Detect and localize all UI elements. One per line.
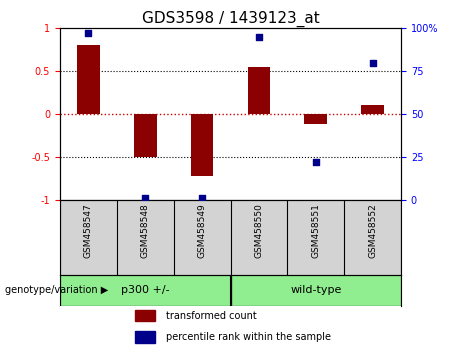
Text: GSM458549: GSM458549 bbox=[198, 204, 207, 258]
Bar bbox=[77, 45, 100, 114]
Point bbox=[255, 34, 263, 40]
Point bbox=[198, 195, 206, 201]
Text: GSM458551: GSM458551 bbox=[311, 204, 320, 258]
Text: wild-type: wild-type bbox=[290, 285, 342, 295]
Text: p300 +/-: p300 +/- bbox=[121, 285, 170, 295]
Point bbox=[85, 31, 92, 36]
Text: GSM458547: GSM458547 bbox=[84, 204, 93, 258]
Point bbox=[312, 159, 319, 165]
Bar bbox=[361, 105, 384, 114]
Point bbox=[369, 60, 376, 65]
Text: GSM458550: GSM458550 bbox=[254, 204, 263, 258]
Bar bbox=[304, 114, 327, 124]
Point bbox=[142, 195, 149, 201]
Bar bbox=[135, 331, 155, 343]
Text: genotype/variation ▶: genotype/variation ▶ bbox=[5, 285, 108, 295]
Bar bbox=[230, 275, 401, 306]
Title: GDS3598 / 1439123_at: GDS3598 / 1439123_at bbox=[142, 11, 319, 27]
Bar bbox=[248, 67, 270, 114]
Text: percentile rank within the sample: percentile rank within the sample bbox=[165, 332, 331, 342]
Bar bbox=[60, 275, 230, 306]
Text: GSM458548: GSM458548 bbox=[141, 204, 150, 258]
Bar bbox=[191, 114, 213, 177]
Text: transformed count: transformed count bbox=[165, 311, 256, 321]
Text: GSM458552: GSM458552 bbox=[368, 204, 377, 258]
Bar bbox=[135, 310, 155, 321]
Bar bbox=[134, 114, 157, 157]
